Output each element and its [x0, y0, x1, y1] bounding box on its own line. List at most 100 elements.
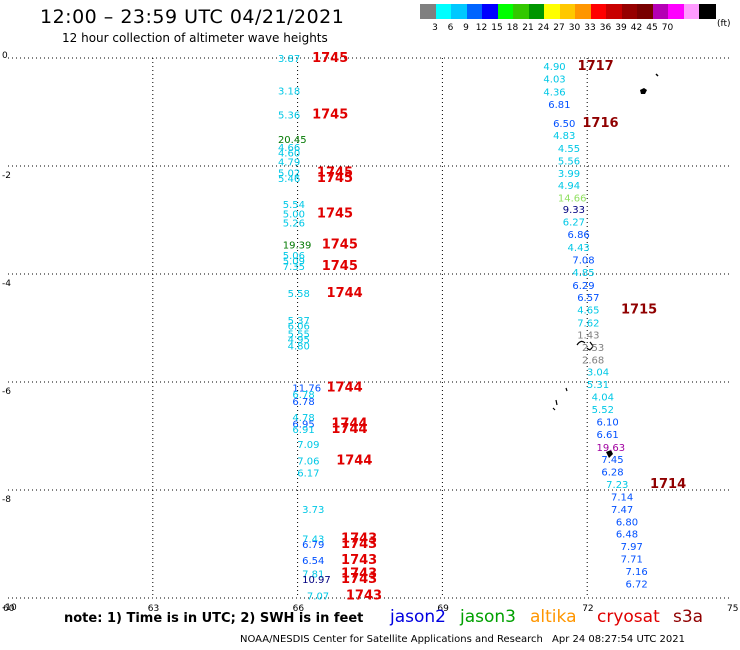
swh-value-label: 6.86: [568, 230, 590, 241]
swh-value-label: 4.55: [558, 144, 580, 155]
pass-time-label: 1714: [650, 477, 686, 492]
colorbar-swatch: [637, 4, 654, 19]
pass-time-label: 1745: [312, 108, 348, 123]
swh-value-label: 19.63: [597, 443, 626, 454]
swh-value-label: 5.09: [283, 257, 305, 268]
swh-value-label: 7.71: [621, 555, 643, 566]
swh-value-label: 4.60: [278, 149, 300, 160]
swh-value-label: 7.16: [625, 567, 647, 578]
swh-value-label: 6.54: [302, 556, 324, 567]
footer-credit: NOAA/NESDIS Center for Satellite Applica…: [240, 634, 543, 645]
island-mark: [576, 340, 594, 351]
colorbar-label: 15: [491, 23, 503, 33]
swh-value-label: 3.73: [302, 505, 324, 516]
swh-value-label: 4.43: [568, 243, 590, 254]
swh-value-label: 4.65: [577, 306, 599, 317]
colorbar-swatch: [683, 4, 701, 19]
pass-time-label: 1743: [341, 572, 377, 587]
grid-lines: [8, 57, 732, 599]
colorbar-swatch: [544, 4, 561, 19]
colorbar-swatch: [652, 4, 670, 19]
colorbar-swatch: [528, 4, 546, 19]
pass-time-label: 1743: [341, 553, 377, 568]
swh-value-label: 7.81: [302, 570, 324, 581]
swh-value-label: 4.79: [278, 158, 300, 169]
swh-value-label: 20.45: [278, 135, 307, 146]
swh-value-label: 5.31: [587, 380, 609, 391]
swh-value-label: 5.54: [283, 200, 305, 211]
colorbar-label: 12: [475, 23, 488, 33]
pass-time-label: 1745: [317, 171, 353, 186]
swh-value-label: 7.07: [307, 591, 329, 602]
x-tick-label: 69: [437, 604, 449, 614]
island-mark: [655, 73, 659, 77]
swh-value-label: 5.06: [283, 251, 305, 262]
footer-timestamp: Apr 24 08:27:54 UTC 2021: [552, 634, 685, 645]
swh-value-label: 4.85: [572, 268, 594, 279]
colorbar-swatch: [590, 4, 608, 19]
island-mark: [552, 387, 568, 411]
colorbar-swatch: [699, 4, 716, 19]
satellite-label-altika: altika: [530, 607, 577, 627]
swh-value-label: 6.95: [292, 420, 314, 431]
swh-value-label: 5.37: [288, 316, 310, 327]
pass-time-label: 1745: [322, 237, 358, 252]
swh-value-label: 6.57: [577, 293, 599, 304]
swh-value-label: 4.90: [543, 62, 565, 73]
swh-value-label: 6.06: [288, 321, 310, 332]
pass-time-label: 1745: [317, 165, 353, 180]
island-mark: [640, 88, 647, 94]
swh-value-label: 11.76: [292, 383, 321, 394]
colorbar-label: 42: [630, 23, 643, 33]
y-tick-label: -4: [2, 279, 11, 289]
swh-value-label: 5.26: [283, 219, 305, 230]
colorbar-swatch: [497, 4, 515, 19]
colorbar-label: 27: [553, 23, 565, 33]
swh-value-label: 6.28: [601, 468, 623, 479]
swh-value-label: 19.39: [283, 240, 312, 251]
pass-time-label: 1745: [312, 51, 348, 66]
pass-time-label: 1716: [582, 116, 618, 131]
swh-value-label: 14.66: [558, 193, 587, 204]
colorbar-unit: (ft): [717, 19, 731, 29]
swh-value-label: 5.00: [283, 210, 305, 221]
swh-value-label: 6.72: [625, 579, 647, 590]
swh-value-label: 4.03: [543, 75, 565, 86]
x-tick-label: 66: [293, 604, 305, 614]
colorbar-swatch: [435, 4, 453, 19]
pass-time-label: 1717: [578, 59, 614, 74]
swh-value-label: 6.48: [616, 530, 638, 541]
colorbar-label: 6: [447, 23, 454, 33]
swh-value-label: 4.94: [558, 181, 580, 192]
swh-value-label: 6.61: [597, 430, 619, 441]
pass-times: 1745174517451745174517451745174417441744…: [312, 51, 686, 603]
swh-value-label: 3.99: [558, 169, 580, 180]
swh-value-label: 6.10: [597, 417, 619, 428]
swh-value-label: 6.80: [616, 517, 638, 528]
swh-value-label: 7.14: [611, 492, 633, 503]
swh-value-label: 5.55: [288, 329, 310, 340]
swh-value-label: 6.50: [553, 119, 575, 130]
satellite-label-cryosat: cryosat: [597, 607, 660, 627]
swh-value-label: 7.62: [577, 319, 599, 330]
swh-value-label: 5.58: [288, 289, 310, 300]
swh-value-label: 1.43: [577, 330, 599, 341]
colorbar-label: 45: [646, 23, 658, 33]
pass-time-label: 1744: [331, 417, 367, 432]
swh-value-label: 5.56: [558, 157, 580, 168]
colorbar-label: 70: [661, 23, 674, 33]
pass-time-label: 1743: [341, 532, 377, 547]
pass-time-label: 1744: [327, 286, 363, 301]
swh-value-label: 3.87: [278, 54, 300, 65]
swh-value-label: 6.79: [302, 540, 324, 551]
swh-value-label: 3.18: [278, 86, 300, 97]
swh-value-label: 4.04: [592, 393, 614, 404]
note-text: note: 1) Time is in UTC; 2) SWH is in fe…: [64, 611, 364, 626]
colorbar-swatch: [559, 4, 577, 19]
colorbar-label: 21: [522, 23, 534, 33]
swh-value-label: 4.66: [278, 143, 300, 154]
colorbar-swatch: [451, 4, 468, 19]
swh-value-label: 7.45: [601, 455, 623, 466]
swh-value-label: 6.27: [563, 218, 585, 229]
